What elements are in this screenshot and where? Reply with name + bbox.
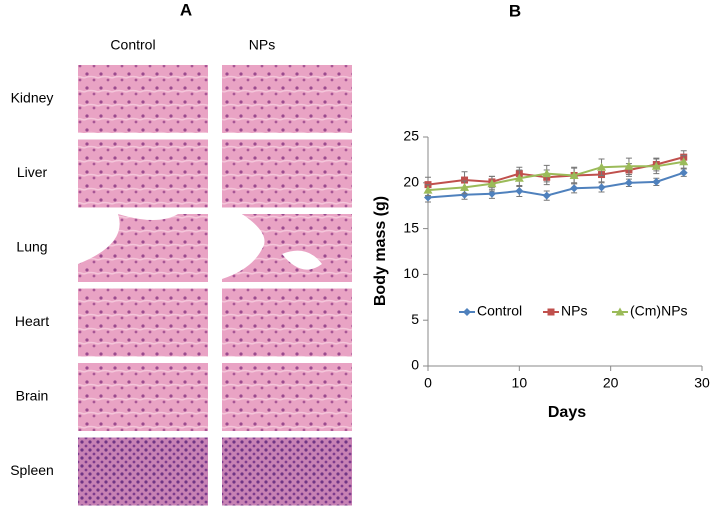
legend-marker	[463, 308, 471, 316]
marker	[624, 178, 633, 187]
y-tick-label: 5	[411, 311, 419, 327]
marker	[651, 161, 661, 170]
marker	[679, 168, 688, 177]
row-label: Brain	[16, 388, 49, 404]
histology-image	[222, 139, 352, 208]
airspace	[222, 214, 322, 279]
y-axis-title: Body mass (g)	[372, 196, 389, 306]
marker	[542, 191, 551, 200]
marker	[569, 170, 579, 179]
histology-image	[222, 288, 352, 357]
histology-image	[222, 65, 352, 133]
y-tick-label: 25	[403, 128, 419, 144]
x-tick-label: 10	[512, 375, 528, 391]
marker	[423, 185, 433, 194]
y-tick-label: 0	[411, 357, 419, 373]
marker	[515, 187, 524, 196]
marker	[652, 177, 661, 186]
legend-label: (Cm)NPs	[630, 303, 688, 319]
x-tick-label: 20	[603, 375, 619, 391]
y-tick-label: 15	[403, 219, 419, 235]
y-tick-label: 20	[403, 174, 419, 190]
row-label: Spleen	[10, 462, 54, 478]
histology-image	[78, 139, 208, 208]
x-tick-label: 30	[694, 375, 710, 391]
panel-label: A	[180, 0, 192, 19]
histology-image	[78, 288, 208, 357]
row-label: Liver	[17, 164, 48, 180]
legend-marker	[547, 308, 555, 316]
histology-image	[222, 363, 352, 431]
column-label: Control	[110, 37, 155, 53]
marker	[514, 173, 524, 182]
legend-marker	[615, 307, 625, 316]
y-tick-label: 10	[403, 265, 419, 281]
marker	[487, 179, 497, 188]
marker	[570, 184, 579, 193]
panel-label: B	[509, 1, 521, 20]
marker	[487, 189, 496, 198]
marker	[597, 162, 607, 171]
series-line	[427, 160, 684, 192]
histology-image	[78, 363, 208, 431]
marker	[624, 161, 634, 170]
row-label: Kidney	[11, 90, 54, 106]
marker	[597, 183, 606, 192]
airspace	[78, 214, 178, 264]
row-label: Heart	[15, 313, 49, 329]
histology-image	[78, 437, 208, 506]
legend-label: NPs	[561, 303, 587, 319]
x-axis-title: Days	[548, 404, 586, 421]
series-line	[427, 171, 685, 199]
histology-image	[78, 65, 208, 133]
x-tick-label: 0	[424, 375, 432, 391]
marker	[460, 182, 470, 191]
legend-label: Control	[477, 303, 522, 319]
marker	[679, 157, 689, 166]
column-label: NPs	[249, 37, 275, 53]
histology-image	[222, 437, 352, 506]
marker	[461, 176, 469, 184]
marker	[460, 190, 469, 199]
row-label: Lung	[16, 239, 47, 255]
marker	[542, 169, 552, 178]
